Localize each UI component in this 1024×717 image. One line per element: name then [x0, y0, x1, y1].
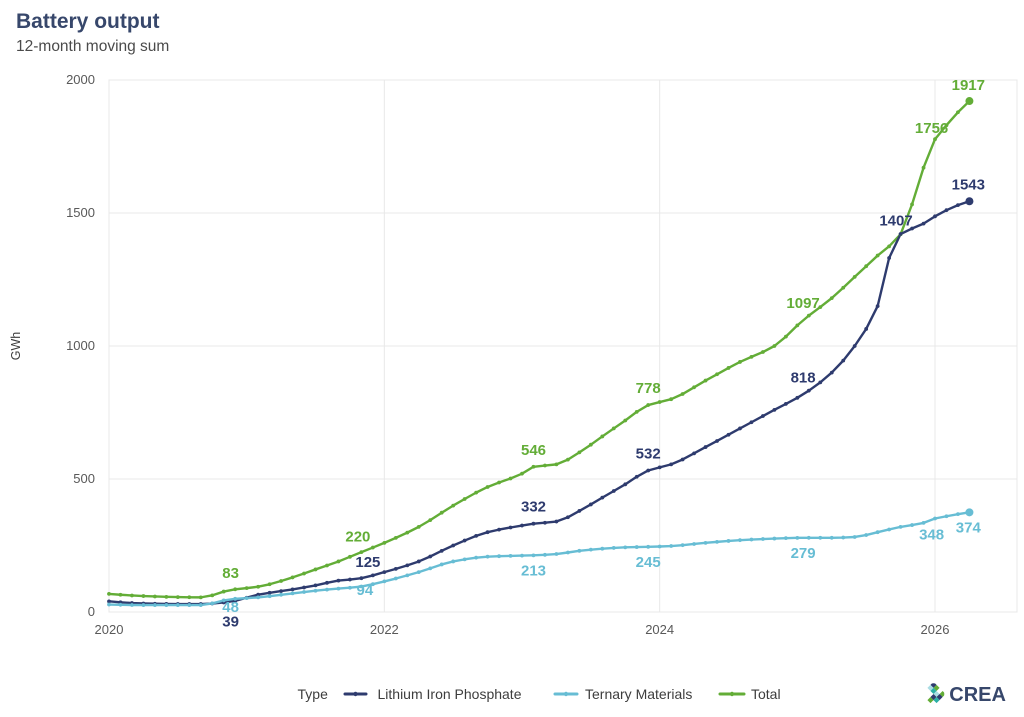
svg-text:2024: 2024: [645, 622, 674, 637]
svg-text:CREA: CREA: [949, 684, 1006, 706]
svg-text:83: 83: [222, 565, 239, 582]
svg-text:1500: 1500: [66, 205, 95, 220]
svg-text:1543: 1543: [952, 177, 985, 194]
svg-text:532: 532: [636, 446, 661, 463]
svg-text:374: 374: [956, 520, 982, 537]
svg-text:2020: 2020: [95, 622, 124, 637]
svg-text:125: 125: [355, 554, 380, 571]
svg-text:1097: 1097: [786, 295, 819, 312]
svg-text:Type: Type: [298, 686, 329, 702]
svg-text:546: 546: [521, 442, 546, 459]
svg-text:94: 94: [357, 582, 374, 599]
svg-text:1000: 1000: [66, 338, 95, 353]
svg-text:332: 332: [521, 499, 546, 516]
svg-text:2022: 2022: [370, 622, 399, 637]
svg-text:48: 48: [222, 599, 239, 616]
svg-text:778: 778: [636, 380, 661, 397]
svg-text:1917: 1917: [952, 77, 985, 94]
svg-text:Total: Total: [751, 686, 781, 702]
svg-text:213: 213: [521, 562, 546, 579]
svg-text:818: 818: [791, 369, 816, 386]
svg-text:0: 0: [88, 604, 95, 619]
svg-text:500: 500: [73, 471, 95, 486]
svg-text:1407: 1407: [879, 213, 912, 230]
svg-text:2026: 2026: [921, 622, 950, 637]
svg-text:279: 279: [791, 545, 816, 562]
svg-text:2000: 2000: [66, 72, 95, 87]
svg-text:245: 245: [636, 554, 661, 571]
svg-text:220: 220: [345, 529, 370, 546]
svg-text:Ternary Materials: Ternary Materials: [585, 686, 692, 702]
svg-text:GWh: GWh: [9, 332, 23, 361]
svg-text:Lithium Iron Phosphate: Lithium Iron Phosphate: [378, 686, 522, 702]
svg-text:348: 348: [919, 526, 944, 543]
svg-text:1756: 1756: [915, 120, 948, 137]
